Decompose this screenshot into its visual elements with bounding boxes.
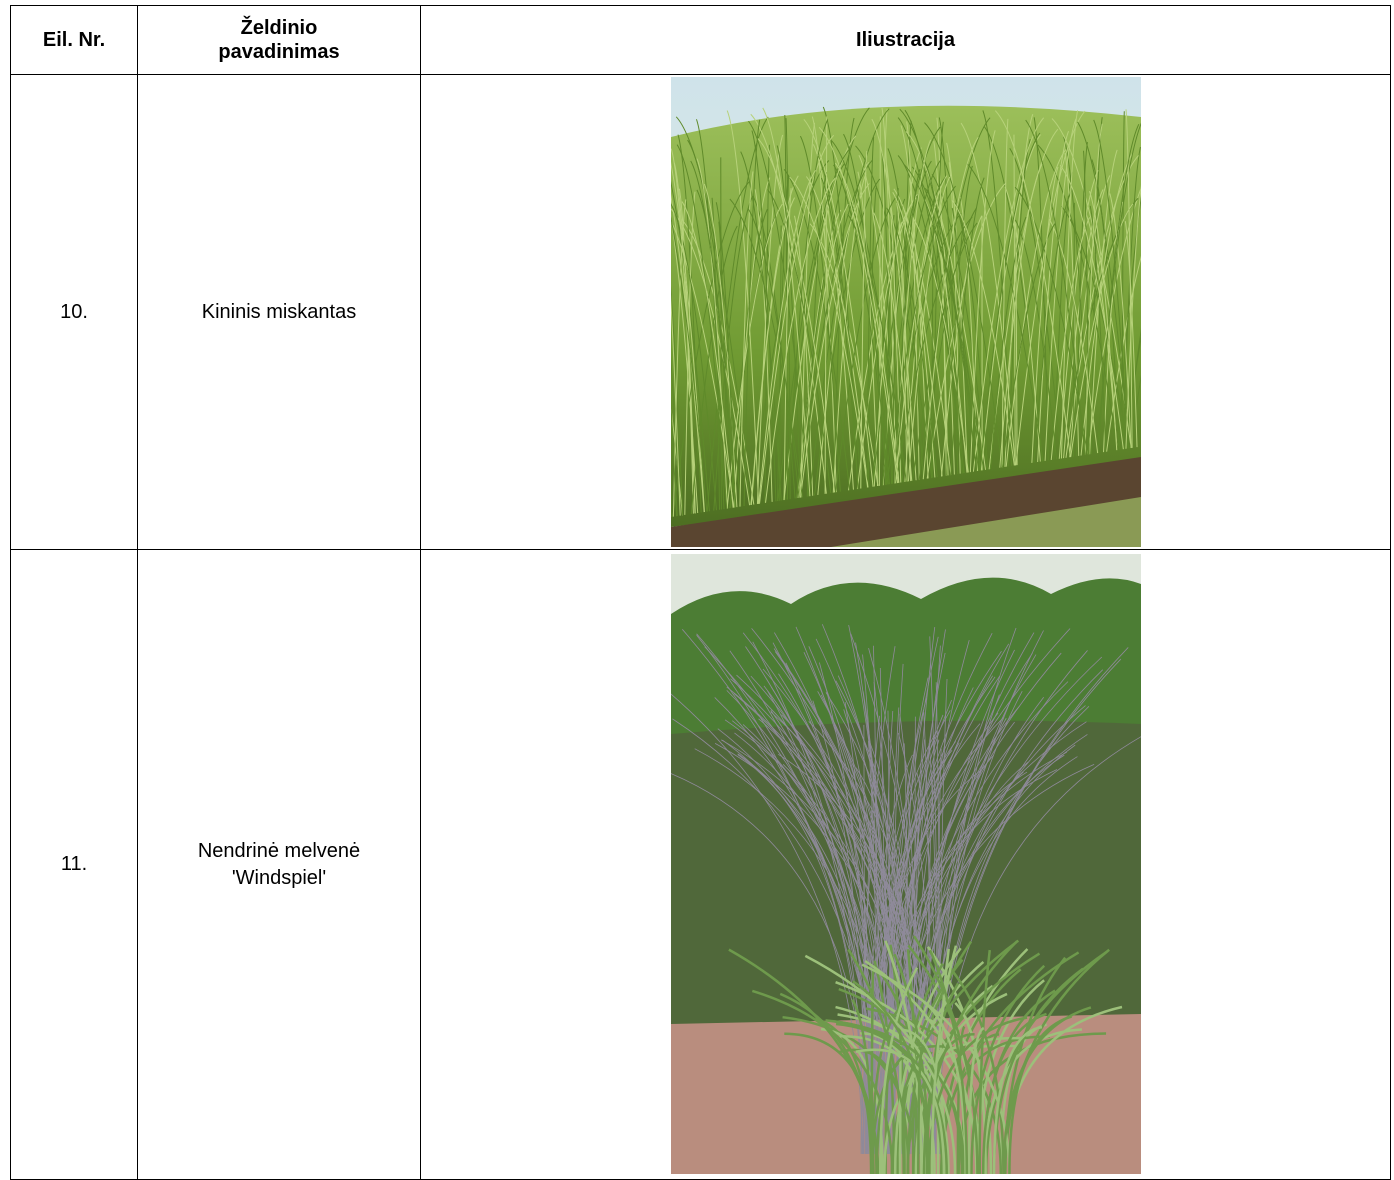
header-row: Eil. Nr. Želdinio pavadinimas Iliustraci…: [11, 6, 1391, 75]
plant-photo: [671, 77, 1141, 547]
image-cell: [421, 75, 1391, 550]
number-cell: 11.: [11, 550, 138, 1180]
name-text: Nendrinė melvenė 'Windspiel': [184, 838, 374, 892]
plant-photo: [671, 554, 1141, 1174]
row: 10. Kininis miskantas: [11, 75, 1391, 550]
header-cell: Iliustracija: [421, 6, 1391, 75]
name-cell: Nendrinė melvenė 'Windspiel': [138, 550, 421, 1180]
header-cell: Želdinio pavadinimas: [138, 6, 421, 75]
name-cell: Kininis miskantas: [138, 75, 421, 550]
number-cell: 10.: [11, 75, 138, 550]
name-text: Kininis miskantas: [184, 299, 374, 326]
row: 11. Nendrinė melvenė 'Windspiel': [11, 550, 1391, 1180]
image-cell: [421, 550, 1391, 1180]
plant-table: Eil. Nr. Želdinio pavadinimas Iliustraci…: [10, 5, 1391, 1180]
header-text: Želdinio pavadinimas: [204, 16, 354, 64]
header-cell: Eil. Nr.: [11, 6, 138, 75]
